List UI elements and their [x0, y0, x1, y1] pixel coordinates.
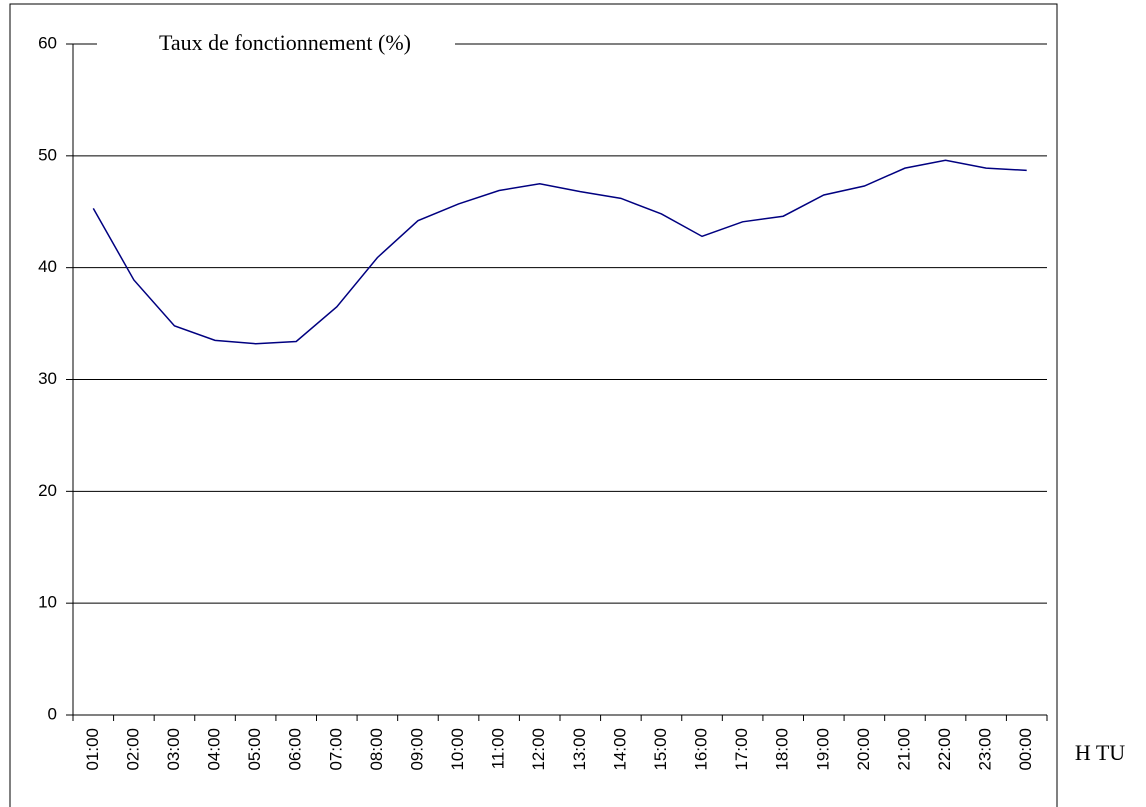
y-tick-label: 50: [38, 145, 57, 164]
x-tick-label: 14:00: [610, 728, 629, 771]
y-tick-label: 30: [38, 369, 57, 388]
x-tick-label: 07:00: [326, 728, 345, 771]
y-tick-label: 40: [38, 257, 57, 276]
x-tick-label: 13:00: [570, 728, 589, 771]
x-tick-label: 05:00: [245, 728, 264, 771]
x-tick-label: 08:00: [367, 728, 386, 771]
chart-frame: [9, 3, 1058, 807]
x-tick-label: 04:00: [205, 728, 224, 771]
y-tick-label: 20: [38, 481, 57, 500]
data-line: [92, 159, 1027, 345]
y-tick-label: 10: [38, 593, 57, 612]
x-tick-label: 01:00: [83, 728, 102, 771]
x-tick-label: 06:00: [286, 728, 305, 771]
x-tick-label: 20:00: [854, 728, 873, 771]
x-tick-label: 18:00: [773, 728, 792, 771]
x-tick-label: 22:00: [935, 728, 954, 771]
x-tick-label: 23:00: [976, 728, 995, 771]
y-tick-label: 60: [38, 33, 57, 52]
title-backdrop: [97, 41, 455, 47]
x-tick-label: 12:00: [529, 728, 548, 771]
x-tick-label: 21:00: [894, 728, 913, 771]
y-axis-label: Taux de fonctionnement (%): [159, 30, 411, 55]
x-tick-label: 02:00: [123, 728, 142, 771]
x-tick-label: 09:00: [407, 728, 426, 771]
y-tick-label: 0: [48, 704, 57, 723]
x-axis-label: H TU: [1075, 740, 1125, 765]
x-tick-label: 19:00: [813, 728, 832, 771]
x-tick-label: 03:00: [164, 728, 183, 771]
x-tick-label: 11:00: [489, 728, 508, 769]
x-tick-label: 16:00: [692, 728, 711, 771]
x-tick-label: 15:00: [651, 728, 670, 771]
x-tick-label: 17:00: [732, 728, 751, 771]
x-tick-label: 10:00: [448, 728, 467, 771]
x-tick-label: 00:00: [1016, 728, 1035, 771]
